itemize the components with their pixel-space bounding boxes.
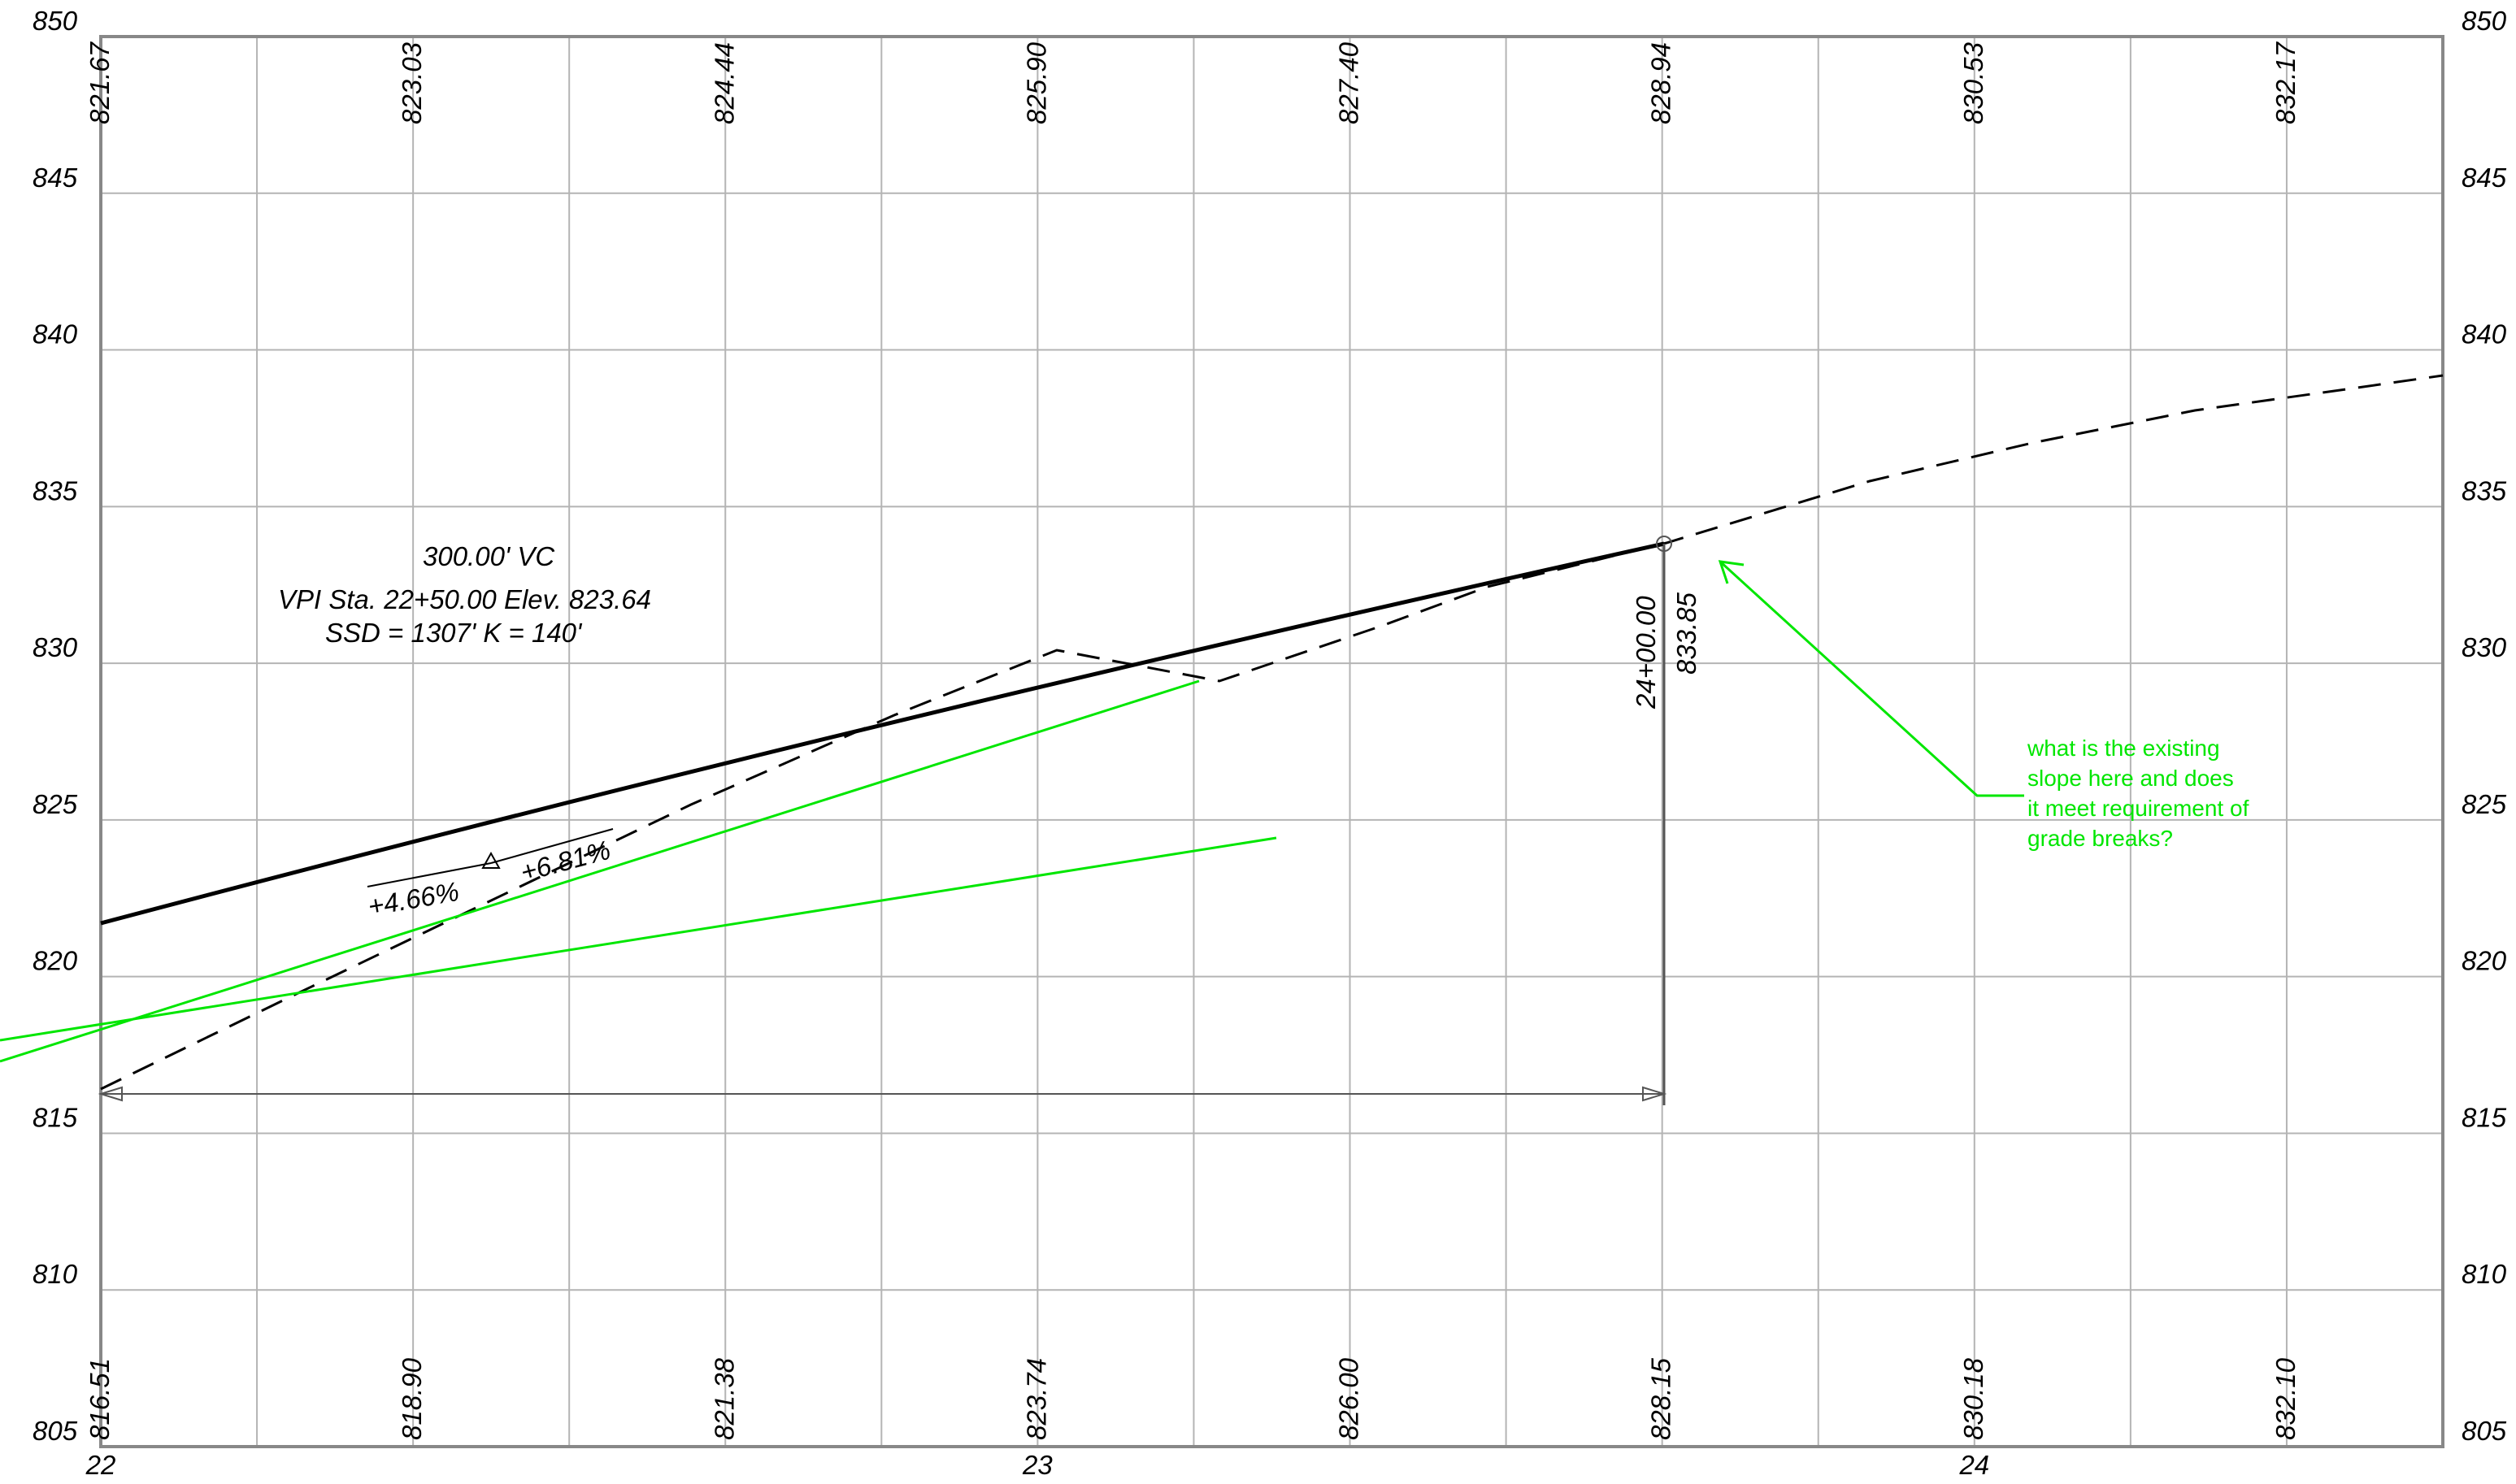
proposed-elevation-value: 821.67 (85, 41, 115, 124)
existing-elevation-value: 816.51 (85, 1358, 115, 1440)
proposed-elevation-value: 823.03 (397, 41, 427, 124)
elevation-label: 815 (2462, 1102, 2507, 1132)
markup-line-steep (0, 679, 1200, 1063)
proposed-elevation-value: 828.94 (1646, 42, 1676, 124)
elevation-label: 805 (33, 1416, 78, 1446)
callout-note-line: what is the existing (2027, 735, 2220, 761)
station-axis: 22232425 (85, 1450, 1990, 1480)
vpi-triangle-icon (481, 851, 501, 869)
station-marker-elevation: 833.85 (1671, 592, 1701, 675)
proposed-elevation-value: 824.44 (709, 42, 739, 124)
grid-frame (99, 35, 2444, 1448)
proposed-grade-line (100, 541, 1665, 926)
existing-elevation-value: 832.10 (2270, 1357, 2301, 1440)
proposed-elevation-value: 832.17 (2270, 41, 2301, 124)
grade-out-tick (490, 828, 614, 864)
station-label: 22 (85, 1450, 116, 1480)
elevation-label: 850 (2462, 6, 2507, 36)
station-label: 24 (1958, 1450, 1989, 1480)
elevation-axis-right: 850 845 840 835 830 825 820 815 810 805 (2462, 6, 2507, 1446)
elevation-label: 850 (33, 6, 78, 36)
existing-elevation-value: 818.90 (397, 1357, 427, 1440)
elevation-axis-left: 850 845 840 835 830 825 820 815 810 805 (33, 6, 78, 1446)
elevation-label: 805 (2462, 1416, 2507, 1446)
proposed-elevation-value: 827.40 (1334, 41, 1364, 124)
elevation-label: 825 (33, 789, 78, 819)
ssd-k-values: SSD = 1307' K = 140' (325, 618, 583, 648)
elevation-label: 845 (2462, 163, 2507, 193)
vpi-station-elevation: VPI Sta. 22+50.00 Elev. 823.64 (278, 584, 651, 614)
elevation-label: 840 (2462, 319, 2507, 349)
callout-note: what is the existing slope here and does… (2027, 735, 2249, 851)
elevation-label: 845 (33, 163, 78, 193)
callout-arrowhead-icon (1718, 560, 1745, 584)
existing-elevation-value: 830.18 (1958, 1357, 1988, 1440)
proposed-elevation-value: 825.90 (1021, 41, 1051, 124)
proposed-elevation-value: 830.53 (1958, 41, 1988, 124)
markup-line-shallow (0, 836, 1277, 1042)
proposed-elevation-row: 821.67 823.03 824.44 825.90 827.40 828.94 830.… (85, 41, 2301, 124)
existing-ground-line (100, 374, 2444, 1091)
vertical-curve-length: 300.00' VC (423, 541, 555, 571)
elevation-label: 835 (33, 475, 78, 506)
callout-note-line: it meet requirement of (2027, 796, 2249, 821)
station-label: 23 (1022, 1450, 1053, 1480)
callout-note-line: slope here and does (2027, 766, 2234, 791)
callout-note-line: grade breaks? (2027, 826, 2173, 851)
grade-in-tick (367, 862, 492, 887)
elevation-label: 810 (2462, 1259, 2507, 1289)
profile-grid (99, 35, 2444, 1448)
elevation-label: 830 (33, 632, 78, 662)
callout-leader (1719, 560, 2024, 797)
elevation-label: 815 (33, 1102, 78, 1132)
station-marker-circle-icon (1656, 536, 1672, 552)
dimension-arrow-left-icon (98, 1086, 123, 1102)
elevation-label: 820 (33, 946, 78, 976)
elevation-label: 830 (2462, 632, 2507, 662)
dimension-arrow-right-icon (1642, 1086, 1667, 1102)
elevation-label: 820 (2462, 946, 2507, 976)
existing-elevation-value: 828.15 (1646, 1357, 1676, 1440)
existing-elevation-value: 821.38 (709, 1357, 739, 1440)
elevation-label: 810 (33, 1259, 78, 1289)
elevation-label: 835 (2462, 475, 2507, 506)
existing-elevation-value: 826.00 (1334, 1357, 1364, 1440)
existing-elevation-row: 816.51 818.90 821.38 823.74 826.00 828.15 830.… (85, 1357, 2301, 1440)
station-marker-station: 24+00.00 (1631, 596, 1661, 709)
elevation-label: 825 (2462, 789, 2507, 819)
existing-elevation-value: 823.74 (1021, 1358, 1051, 1440)
elevation-label: 840 (33, 319, 78, 349)
